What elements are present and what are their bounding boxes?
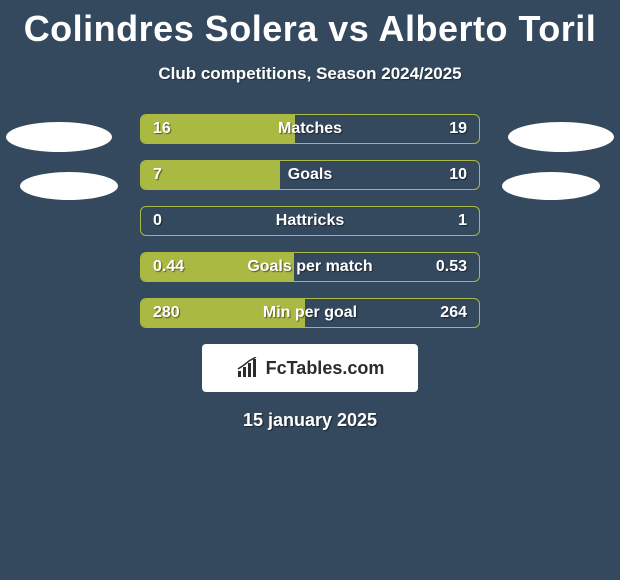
stat-label: Goals xyxy=(288,166,332,184)
brand-badge: FcTables.com xyxy=(202,344,418,392)
chart-icon xyxy=(236,357,262,379)
stat-right-value: 1 xyxy=(458,212,467,230)
page-title: Colindres Solera vs Alberto Toril xyxy=(0,0,620,50)
stat-right-value: 264 xyxy=(440,304,467,322)
right-placeholder-2 xyxy=(502,172,600,200)
date-label: 15 january 2025 xyxy=(0,410,620,431)
stat-right-value: 0.53 xyxy=(436,258,467,276)
stat-row-goals-per-match: 0.44 Goals per match 0.53 xyxy=(140,252,480,282)
stat-label: Matches xyxy=(278,120,342,138)
brand-text: FcTables.com xyxy=(266,358,385,379)
stat-right-value: 19 xyxy=(449,120,467,138)
subtitle: Club competitions, Season 2024/2025 xyxy=(0,64,620,84)
stat-row-goals: 7 Goals 10 xyxy=(140,160,480,190)
stat-left-value: 280 xyxy=(153,304,180,322)
left-placeholder-2 xyxy=(20,172,118,200)
stat-left-value: 0.44 xyxy=(153,258,184,276)
comparison-panel: 16 Matches 19 7 Goals 10 0 Hattricks 1 0… xyxy=(0,114,620,431)
stat-left-value: 7 xyxy=(153,166,162,184)
stat-label: Hattricks xyxy=(276,212,344,230)
left-placeholder-1 xyxy=(6,122,112,152)
stat-row-hattricks: 0 Hattricks 1 xyxy=(140,206,480,236)
stat-label: Goals per match xyxy=(247,258,372,276)
stat-left-value: 16 xyxy=(153,120,171,138)
stat-label: Min per goal xyxy=(263,304,357,322)
stat-right-value: 10 xyxy=(449,166,467,184)
stat-row-matches: 16 Matches 19 xyxy=(140,114,480,144)
stat-left-value: 0 xyxy=(153,212,162,230)
stat-row-min-per-goal: 280 Min per goal 264 xyxy=(140,298,480,328)
right-placeholder-1 xyxy=(508,122,614,152)
stat-bars: 16 Matches 19 7 Goals 10 0 Hattricks 1 0… xyxy=(140,114,480,328)
